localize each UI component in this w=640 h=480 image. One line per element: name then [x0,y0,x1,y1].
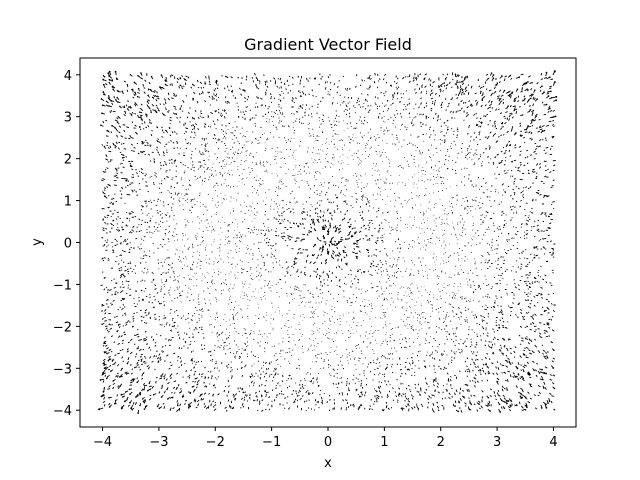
x-axis: −4 −3 −2 −1 0 1 2 3 4 [93,427,558,450]
y-tick-label: 3 [64,111,72,126]
x-tick-label: 1 [380,435,388,450]
x-tick-label: −2 [206,435,225,450]
y-tick-label: 2 [64,153,72,168]
x-tick-label: 3 [493,435,501,450]
y-tick-label: 0 [64,237,72,252]
y-tick-label: −3 [53,362,72,377]
x-tick-label: 4 [549,435,557,450]
arrow-group [97,70,558,415]
x-tick-label: −3 [149,435,168,450]
chart-title: Gradient Vector Field [244,35,412,54]
y-tick-label: 1 [64,195,72,210]
y-tick-label: 4 [64,69,72,84]
y-axis-label: y [30,238,45,246]
vector-arrows [97,70,558,415]
x-tick-label: 0 [324,435,332,450]
y-tick-label: −2 [53,320,72,335]
x-axis-label: x [324,456,332,471]
x-tick-label: 2 [437,435,445,450]
y-axis: −4 −3 −2 −1 0 1 2 3 4 [53,69,80,419]
x-tick-label: −4 [93,435,112,450]
y-tick-label: −1 [53,278,72,293]
x-tick-label: −1 [262,435,281,450]
y-tick-label: −4 [53,404,72,419]
